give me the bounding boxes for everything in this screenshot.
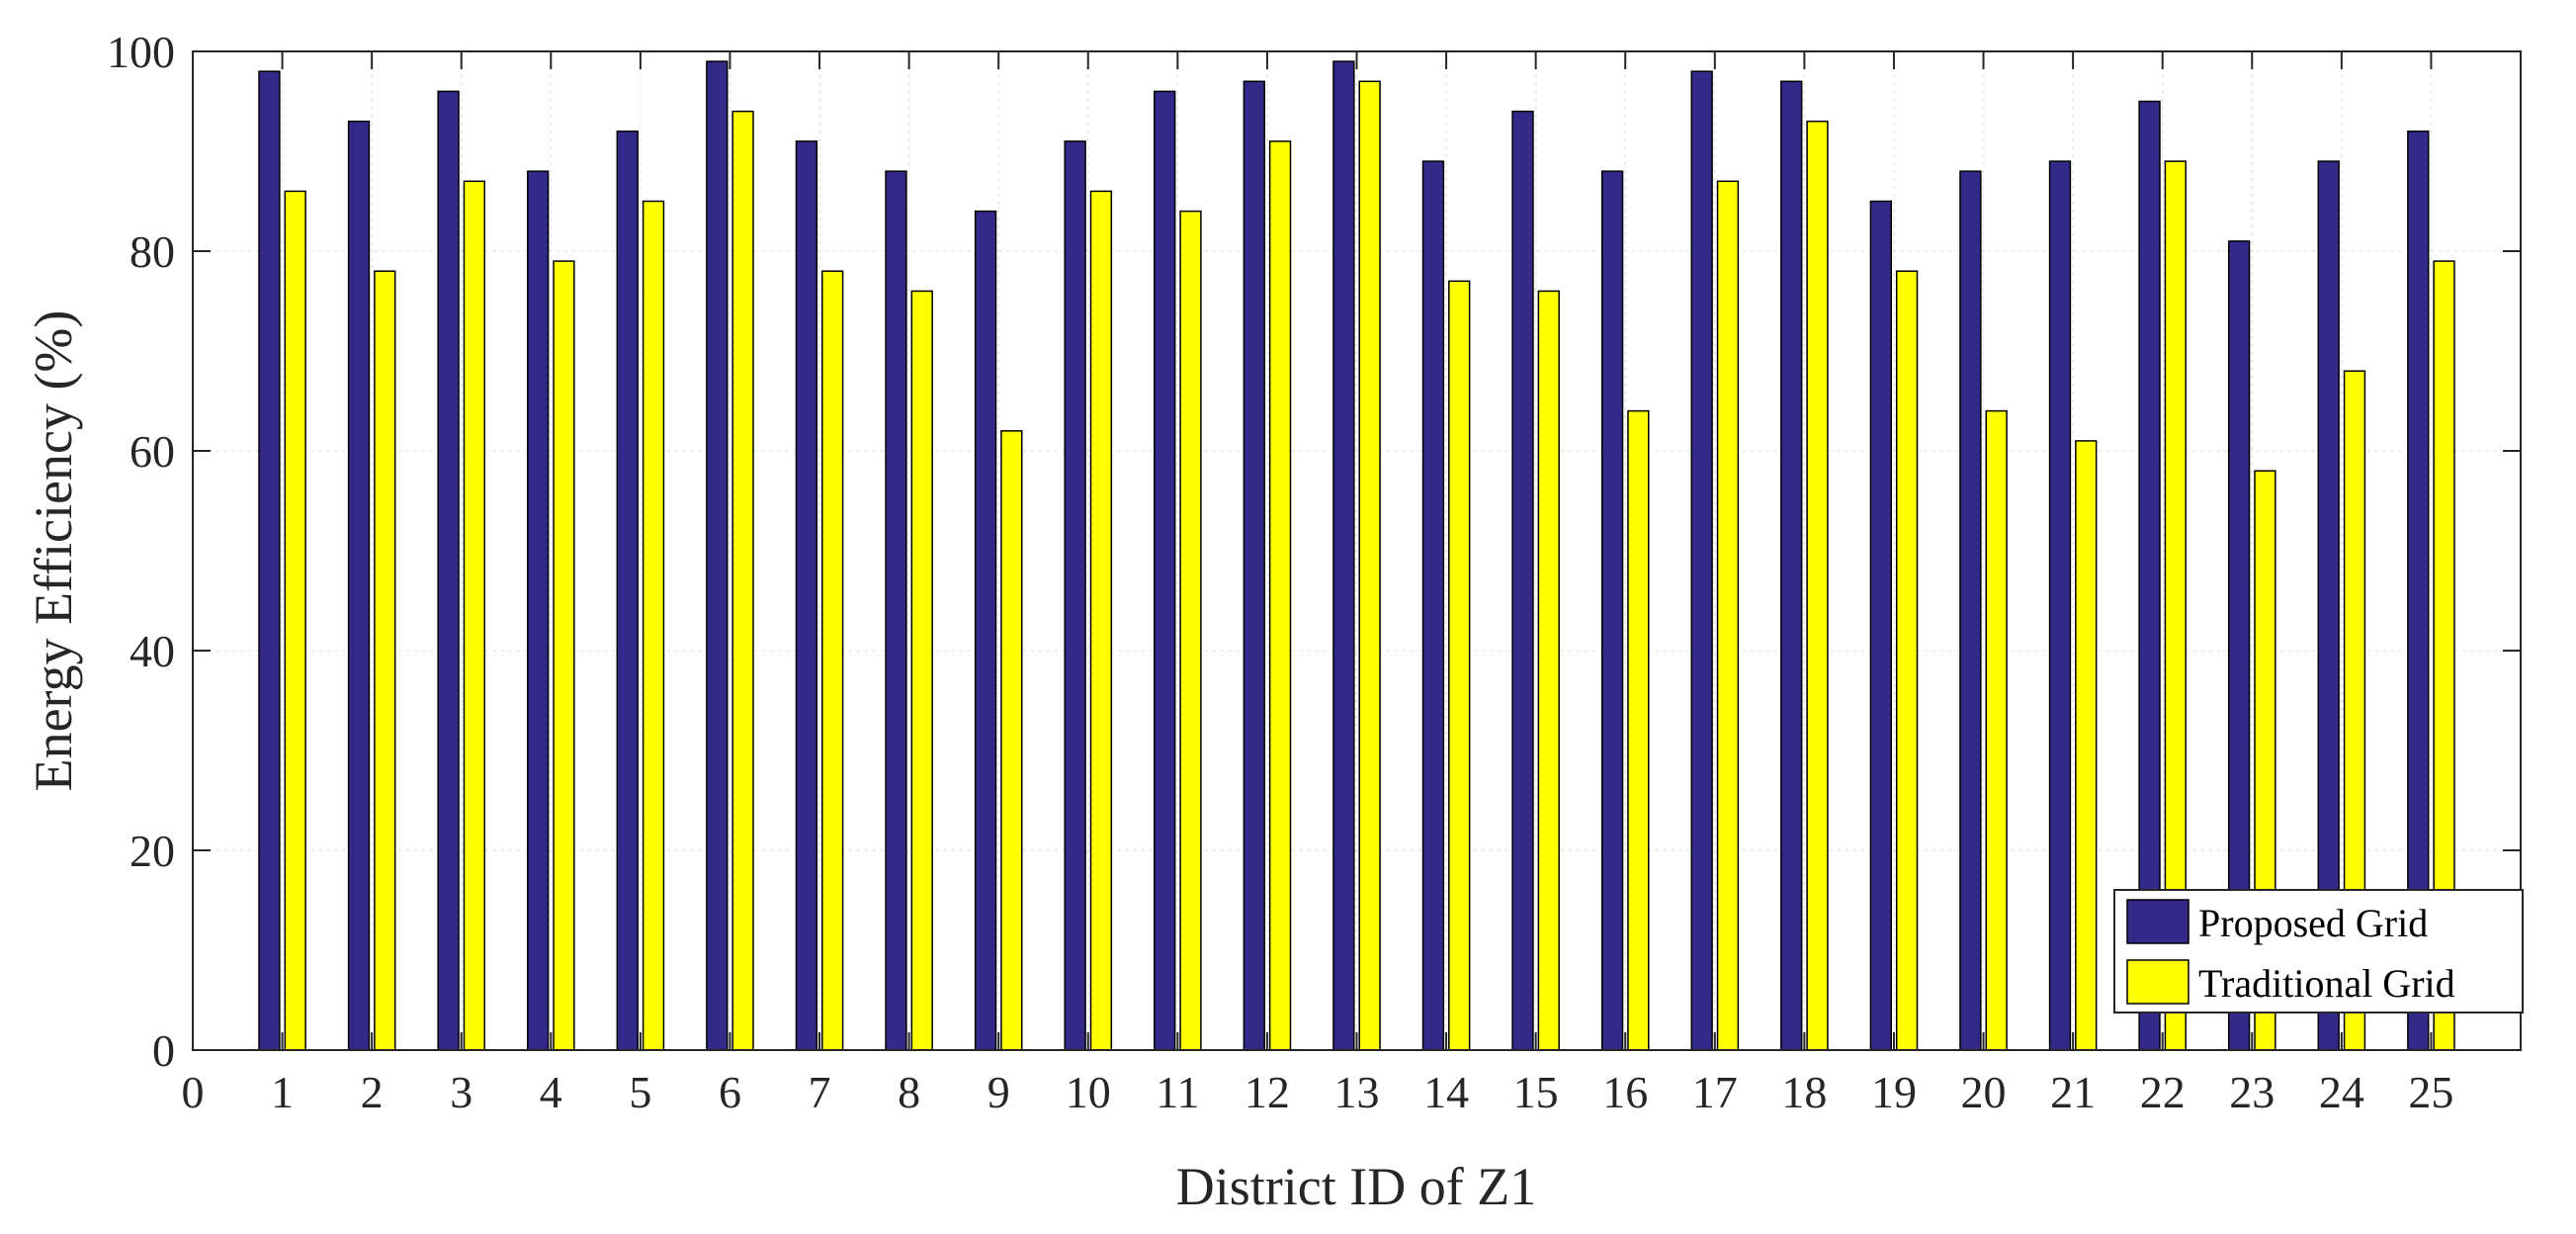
bar-proposed-grid	[1869, 200, 1892, 1051]
legend-label-proposed: Proposed Grid	[2198, 901, 2428, 945]
legend: Proposed Grid Traditional Grid	[2113, 889, 2524, 1014]
x-tick-label: 3	[450, 1067, 472, 1117]
bar-traditional-grid	[1179, 210, 1202, 1051]
legend-swatch-proposed	[2126, 899, 2190, 944]
bar-traditional-grid	[1627, 409, 1650, 1051]
bar-proposed-grid	[795, 140, 818, 1051]
bar-traditional-grid	[1089, 190, 1113, 1051]
x-tick-label: 23	[2229, 1067, 2275, 1117]
bar-proposed-grid	[974, 210, 997, 1051]
x-tick-label: 0	[182, 1067, 205, 1117]
bar-traditional-grid	[1985, 409, 2008, 1051]
y-tick-label: 40	[129, 626, 175, 676]
x-tick-label: 11	[1156, 1067, 1199, 1117]
x-axis-label: District ID of Z1	[1176, 1157, 1536, 1216]
bar-traditional-grid	[1000, 430, 1023, 1051]
x-tick-label: 17	[1692, 1067, 1738, 1117]
bar-traditional-grid	[1358, 80, 1381, 1051]
bar-traditional-grid	[1716, 180, 1740, 1051]
x-tick-label: 6	[719, 1067, 741, 1117]
bar-proposed-grid	[1332, 60, 1355, 1051]
x-tick-label: 18	[1781, 1067, 1827, 1117]
x-tick-label: 25	[2408, 1067, 2453, 1117]
x-tick-label: 1	[271, 1067, 294, 1117]
bar-traditional-grid	[821, 270, 844, 1051]
x-tick-label: 20	[1961, 1067, 2007, 1117]
bar-proposed-grid	[1154, 90, 1176, 1051]
y-tick-label: 20	[129, 826, 175, 876]
x-tick-label: 10	[1066, 1067, 1111, 1117]
bar-traditional-grid	[1268, 140, 1292, 1051]
axis-ticks	[192, 50, 2521, 1051]
x-tick-label: 4	[540, 1067, 562, 1117]
x-tick-label: 7	[809, 1067, 831, 1117]
bar-traditional-grid	[374, 270, 396, 1051]
bar-proposed-grid	[1511, 110, 1534, 1051]
bar-traditional-grid	[1806, 120, 1829, 1051]
x-tick-label: 16	[1602, 1067, 1648, 1117]
bar-proposed-grid	[1243, 80, 1265, 1051]
bar-proposed-grid	[706, 60, 729, 1051]
bar-traditional-grid	[910, 290, 933, 1051]
bar-traditional-grid	[463, 180, 486, 1051]
y-tick-label: 100	[107, 27, 175, 77]
bar-proposed-grid	[616, 131, 639, 1051]
bar-proposed-grid	[1959, 170, 1982, 1051]
bar-proposed-grid	[885, 170, 907, 1051]
y-axis-label: Energy Efficiency (%)	[24, 310, 83, 792]
x-tick-label: 24	[2319, 1067, 2364, 1117]
bar-traditional-grid	[1537, 290, 1560, 1051]
bar-proposed-grid	[1600, 170, 1624, 1051]
y-tick-label: 80	[129, 226, 175, 277]
bar-proposed-grid	[1780, 80, 1803, 1051]
bar-traditional-grid	[2075, 440, 2098, 1051]
x-tick-label: 12	[1245, 1067, 1290, 1117]
x-tick-label: 9	[987, 1067, 1010, 1117]
grid-lines	[193, 51, 2521, 1050]
x-tick-label: 8	[898, 1067, 920, 1117]
bar-proposed-grid	[1064, 140, 1086, 1051]
y-tick-label: 0	[152, 1025, 175, 1076]
legend-label-traditional: Traditional Grid	[2198, 961, 2455, 1006]
bar-traditional-grid	[553, 260, 575, 1051]
bar-traditional-grid	[642, 200, 665, 1051]
y-tick-label: 60	[129, 426, 175, 477]
x-tick-label: 5	[629, 1067, 651, 1117]
bars	[258, 60, 2455, 1051]
x-tick-labels: 0 1 2 3 4 5 6 7 8 9 10 11 12 13 14 15 16 17 18 19 20 21 22 23 24…	[182, 1067, 2454, 1117]
x-tick-label: 2	[361, 1067, 384, 1117]
bar-proposed-grid	[347, 120, 371, 1051]
bar-proposed-grid	[258, 70, 281, 1051]
bar-proposed-grid	[527, 170, 550, 1051]
x-tick-label: 15	[1513, 1067, 1559, 1117]
x-tick-label: 19	[1871, 1067, 1917, 1117]
x-tick-label: 13	[1334, 1067, 1380, 1117]
x-tick-label: 21	[2050, 1067, 2096, 1117]
bar-proposed-grid	[1421, 160, 1445, 1051]
bar-traditional-grid	[731, 110, 754, 1051]
bar-traditional-grid	[1895, 270, 1919, 1051]
bar-proposed-grid	[1690, 70, 1713, 1051]
x-tick-label: 22	[2140, 1067, 2186, 1117]
bar-traditional-grid	[284, 190, 306, 1051]
bar-proposed-grid	[2048, 160, 2072, 1051]
bar-proposed-grid	[437, 90, 460, 1051]
x-tick-label: 14	[1423, 1067, 1469, 1117]
legend-swatch-traditional	[2126, 959, 2190, 1005]
bar-traditional-grid	[1448, 280, 1471, 1051]
y-tick-labels: 0 20 40 60 80 100	[107, 27, 175, 1076]
